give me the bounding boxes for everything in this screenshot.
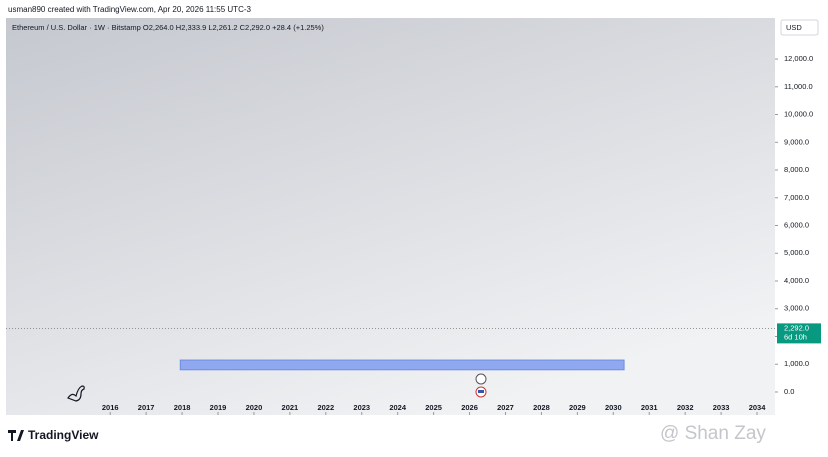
plot-area	[6, 18, 775, 415]
x-tick-label: 2034	[749, 403, 767, 412]
y-tick-label: 6,000.0	[784, 221, 809, 230]
y-tick-label: 4,000.0	[784, 276, 809, 285]
y-tick-label: 12,000.0	[784, 54, 813, 63]
x-tick-label: 2024	[389, 403, 407, 412]
event-icons	[475, 373, 487, 398]
x-tick-label: 2023	[353, 403, 370, 412]
x-tick-label: 2016	[102, 403, 119, 412]
countdown: 6d 10h	[784, 332, 807, 341]
x-tick-label: 2017	[138, 403, 155, 412]
x-tick-label: 2029	[569, 403, 586, 412]
legend-text: Ethereum / U.S. Dollar · 1W · Bitstamp O…	[12, 23, 324, 32]
last-price-box	[777, 323, 821, 344]
x-tick-label: 2026	[461, 403, 478, 412]
x-tick-label: 2022	[317, 403, 334, 412]
y-tick-label: 8,000.0	[784, 165, 809, 174]
x-tick-label: 2031	[641, 403, 658, 412]
x-tick-label: 2027	[497, 403, 514, 412]
y-tick-label: 11,000.0	[784, 82, 813, 91]
x-tick-label: 2018	[174, 403, 191, 412]
y-tick-label: 3,000.0	[784, 304, 809, 313]
last-price-label: 2,292.0	[784, 323, 809, 332]
brand: TradingView	[8, 428, 99, 442]
x-tick-label: 2033	[713, 403, 730, 412]
y-tick-label: 9,000.0	[784, 137, 809, 146]
x-tick-label: 2025	[425, 403, 442, 412]
x-tick-label: 2028	[533, 403, 550, 412]
x-tick-label: 2030	[605, 403, 622, 412]
currency-button[interactable]	[780, 19, 819, 36]
y-tick-label: 5,000.0	[784, 248, 809, 257]
y-tick-label: 7,000.0	[784, 193, 809, 202]
dino-icon	[67, 385, 85, 402]
y-tick-label: 1,000.0	[784, 359, 809, 368]
x-tick-label: 2019	[210, 403, 227, 412]
watermark: @ Shan Zay	[660, 423, 766, 444]
x-tick-label: 2020	[246, 403, 263, 412]
currency: USD	[786, 23, 802, 32]
price-axis	[775, 18, 823, 415]
x-tick-label: 2021	[282, 403, 299, 412]
y-tick-label: 10,000.0	[784, 110, 813, 119]
x-tick-label: 2032	[677, 403, 694, 412]
support-zone	[179, 359, 625, 371]
header-text: usman890 created with TradingView.com, A…	[8, 5, 252, 14]
y-tick-label: 0.0	[784, 387, 794, 396]
brand-name: TradingView	[28, 428, 99, 442]
